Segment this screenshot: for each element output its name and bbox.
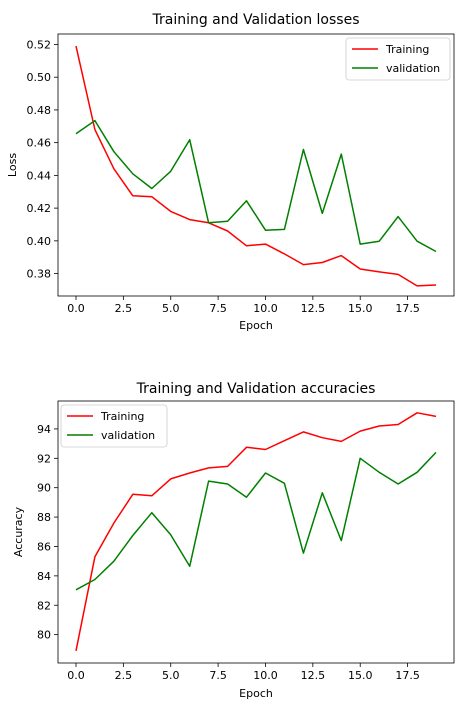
y-tick-label: 0.40	[27, 235, 52, 248]
y-tick-label: 0.52	[27, 38, 52, 51]
legend: Training validation	[345, 37, 451, 81]
x-tick-label: 2.5	[115, 669, 133, 682]
y-tick-label: 0.46	[27, 137, 52, 150]
y-tick-label: 82	[37, 599, 51, 612]
legend-label-training: Training	[100, 410, 144, 423]
y-tick-label: 0.44	[27, 169, 52, 182]
x-tick-label: 10.0	[253, 302, 278, 315]
x-tick-label: 5.0	[162, 302, 180, 315]
x-tick-label: 17.5	[395, 302, 420, 315]
x-tick-label: 0.0	[67, 302, 85, 315]
legend-label-validation: validation	[101, 429, 155, 442]
legend-label-validation: validation	[386, 62, 440, 75]
legend: Training validation	[60, 404, 168, 448]
y-tick-label: 0.42	[27, 202, 52, 215]
x-tick-label: 15.0	[348, 302, 373, 315]
y-tick-label: 80	[37, 629, 51, 642]
x-tick-label: 0.0	[67, 669, 85, 682]
x-tick-label: 2.5	[115, 302, 133, 315]
plot-frame	[57, 400, 455, 664]
y-tick-label: 84	[37, 570, 51, 583]
y-axis-label: Accuracy	[12, 506, 25, 557]
x-tick-label: 12.5	[301, 302, 326, 315]
y-axis-label: Loss	[6, 153, 19, 177]
x-tick-label: 12.5	[301, 669, 326, 682]
x-tick-label: 7.5	[209, 302, 227, 315]
y-tick-label: 0.48	[27, 104, 52, 117]
series-line-validation	[75, 451, 437, 591]
loss-chart: Training and Validation losses 0.0 2.5 5.0 7…	[6, 12, 455, 332]
x-tick-label: 10.0	[253, 669, 278, 682]
y-tick-label: 88	[37, 511, 51, 524]
plot-frame	[57, 33, 455, 297]
series-line-training	[75, 412, 437, 651]
x-tick-label: 17.5	[395, 669, 420, 682]
chart-title: Training and Validation accuracies	[136, 381, 376, 397]
y-tick-label: 92	[37, 452, 51, 465]
series-line-validation	[75, 119, 437, 253]
x-tick-label: 15.0	[348, 669, 373, 682]
legend-label-training: Training	[385, 43, 429, 56]
accuracy-chart: Training and Validation accuracies 0.0 2.5…	[12, 381, 455, 700]
y-tick-label: 0.50	[27, 71, 52, 84]
x-tick-label: 7.5	[209, 669, 227, 682]
y-tick-label: 90	[37, 482, 51, 495]
x-axis-label: Epoch	[239, 687, 273, 700]
chart-title: Training and Validation losses	[151, 12, 359, 28]
series-line-training	[75, 45, 437, 287]
x-axis-label: Epoch	[239, 319, 273, 332]
y-tick-label: 86	[37, 540, 51, 553]
x-tick-label: 5.0	[162, 669, 180, 682]
y-tick-label: 94	[37, 423, 51, 436]
y-tick-label: 0.38	[27, 268, 52, 281]
